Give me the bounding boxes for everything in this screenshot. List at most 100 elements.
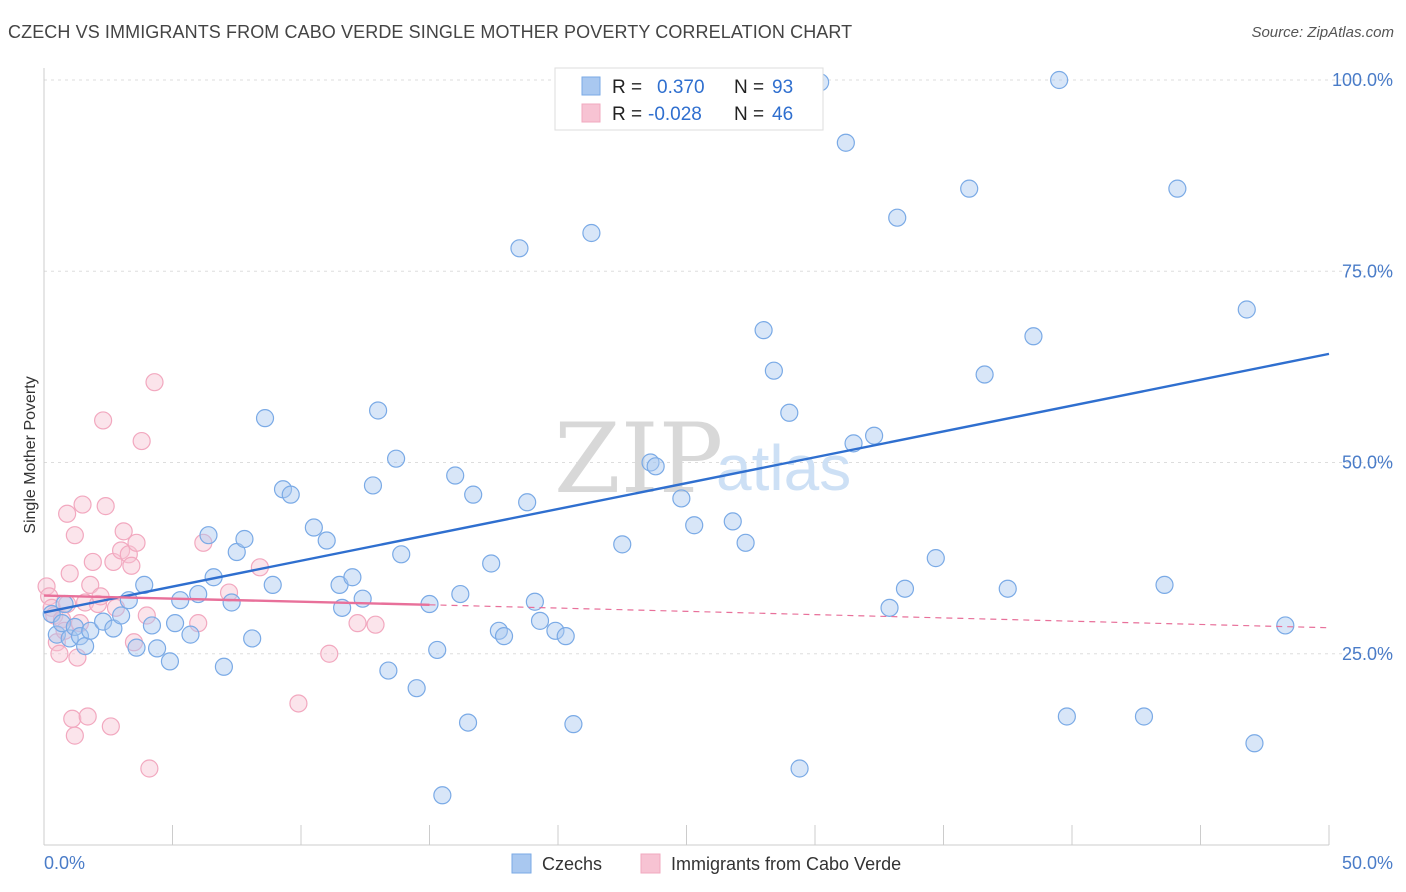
point-czechs xyxy=(926,549,945,568)
point-czechs xyxy=(525,592,544,611)
chart-title: CZECH VS IMMIGRANTS FROM CABO VERDE SING… xyxy=(8,22,853,42)
point-cabo-verde xyxy=(114,522,133,541)
point-czechs xyxy=(1245,734,1264,753)
legend-swatch-cabo-verde xyxy=(640,853,661,874)
point-czechs xyxy=(975,365,994,384)
point-czechs xyxy=(94,612,113,631)
point-czechs xyxy=(235,529,254,549)
y-tick-label: 50.0% xyxy=(1342,453,1393,473)
point-czechs xyxy=(865,426,884,445)
point-czechs xyxy=(895,579,915,598)
point-cabo-verde xyxy=(137,606,156,625)
point-czechs xyxy=(1024,327,1043,346)
point-czechs xyxy=(518,493,537,512)
point-czechs xyxy=(81,621,100,640)
point-czechs xyxy=(764,361,783,380)
point-czechs xyxy=(613,535,632,554)
stats-r-value: 0.370 xyxy=(657,77,705,98)
point-czechs xyxy=(482,554,501,573)
legend-label-czechs: Czechs xyxy=(542,854,602,874)
point-czechs xyxy=(646,457,665,476)
y-tick-label: 75.0% xyxy=(1342,261,1393,281)
point-czechs xyxy=(736,533,755,552)
point-czechs xyxy=(70,627,90,646)
point-czechs xyxy=(464,485,483,504)
point-czechs xyxy=(222,593,241,612)
point-czechs xyxy=(171,591,190,610)
point-czechs xyxy=(142,616,162,635)
point-cabo-verde xyxy=(50,644,69,663)
point-czechs xyxy=(165,614,185,633)
point-czechs xyxy=(530,611,550,630)
point-cabo-verde xyxy=(81,575,100,595)
point-czechs xyxy=(880,598,899,617)
points-czechs xyxy=(42,70,1295,805)
point-czechs xyxy=(780,403,799,422)
point-czechs xyxy=(458,713,478,732)
point-czechs xyxy=(754,321,773,340)
point-czechs xyxy=(672,489,691,508)
point-czechs xyxy=(160,652,180,671)
point-czechs xyxy=(281,485,300,504)
point-cabo-verde xyxy=(132,431,151,451)
point-czechs xyxy=(888,208,907,227)
point-czechs xyxy=(433,786,452,805)
point-czechs xyxy=(76,636,95,656)
watermark-zip: ZIP xyxy=(554,403,723,515)
point-czechs xyxy=(343,568,362,587)
point-czechs xyxy=(353,589,372,608)
points-cabo-verde xyxy=(37,373,385,778)
point-cabo-verde xyxy=(63,709,82,728)
point-czechs xyxy=(111,606,131,625)
point-cabo-verde xyxy=(83,552,102,572)
point-czechs xyxy=(685,516,704,535)
grid-layer xyxy=(44,79,1392,655)
point-czechs xyxy=(1134,707,1154,726)
point-cabo-verde xyxy=(58,504,77,523)
point-czechs xyxy=(65,617,84,637)
point-czechs xyxy=(369,401,388,420)
point-cabo-verde xyxy=(94,411,113,430)
trendlines xyxy=(43,352,1330,629)
point-czechs xyxy=(546,621,565,640)
watermark-atlas: atlas xyxy=(716,432,851,504)
stats-n-value: 46 xyxy=(772,104,793,125)
point-czechs xyxy=(1237,300,1256,319)
point-cabo-verde xyxy=(101,717,120,736)
stats-r-label: R = xyxy=(612,77,642,98)
y-axis-label: Single Mother Poverty xyxy=(22,376,39,533)
point-cabo-verde xyxy=(65,726,84,745)
point-czechs xyxy=(181,625,200,644)
point-czechs xyxy=(363,476,383,495)
point-cabo-verde xyxy=(366,615,385,634)
point-czechs xyxy=(199,526,218,545)
point-czechs xyxy=(317,531,336,550)
point-czechs xyxy=(1155,575,1174,595)
point-czechs xyxy=(836,133,855,152)
point-czechs xyxy=(1168,179,1187,198)
point-czechs xyxy=(304,518,323,537)
point-czechs xyxy=(243,629,262,648)
point-cabo-verde xyxy=(320,644,339,663)
point-cabo-verde xyxy=(289,694,308,713)
point-czechs xyxy=(960,179,979,198)
point-czechs xyxy=(379,661,398,680)
point-czechs xyxy=(214,657,233,676)
point-czechs xyxy=(564,715,583,734)
point-cabo-verde xyxy=(78,707,97,726)
stats-r-value: -0.028 xyxy=(648,104,702,125)
point-czechs xyxy=(1276,616,1295,635)
axis-layer xyxy=(43,68,1330,846)
stats-swatch-czechs xyxy=(581,76,601,96)
point-czechs xyxy=(790,759,809,778)
y-tick-label: 25.0% xyxy=(1342,644,1393,664)
point-cabo-verde xyxy=(145,373,164,392)
trendline-czechs xyxy=(43,352,1330,614)
point-czechs xyxy=(1057,707,1076,726)
point-czechs xyxy=(392,545,411,564)
legend: Czechs Immigrants from Cabo Verde xyxy=(511,853,901,874)
point-czechs xyxy=(127,638,146,657)
point-cabo-verde xyxy=(140,759,159,778)
point-czechs xyxy=(1050,70,1069,90)
